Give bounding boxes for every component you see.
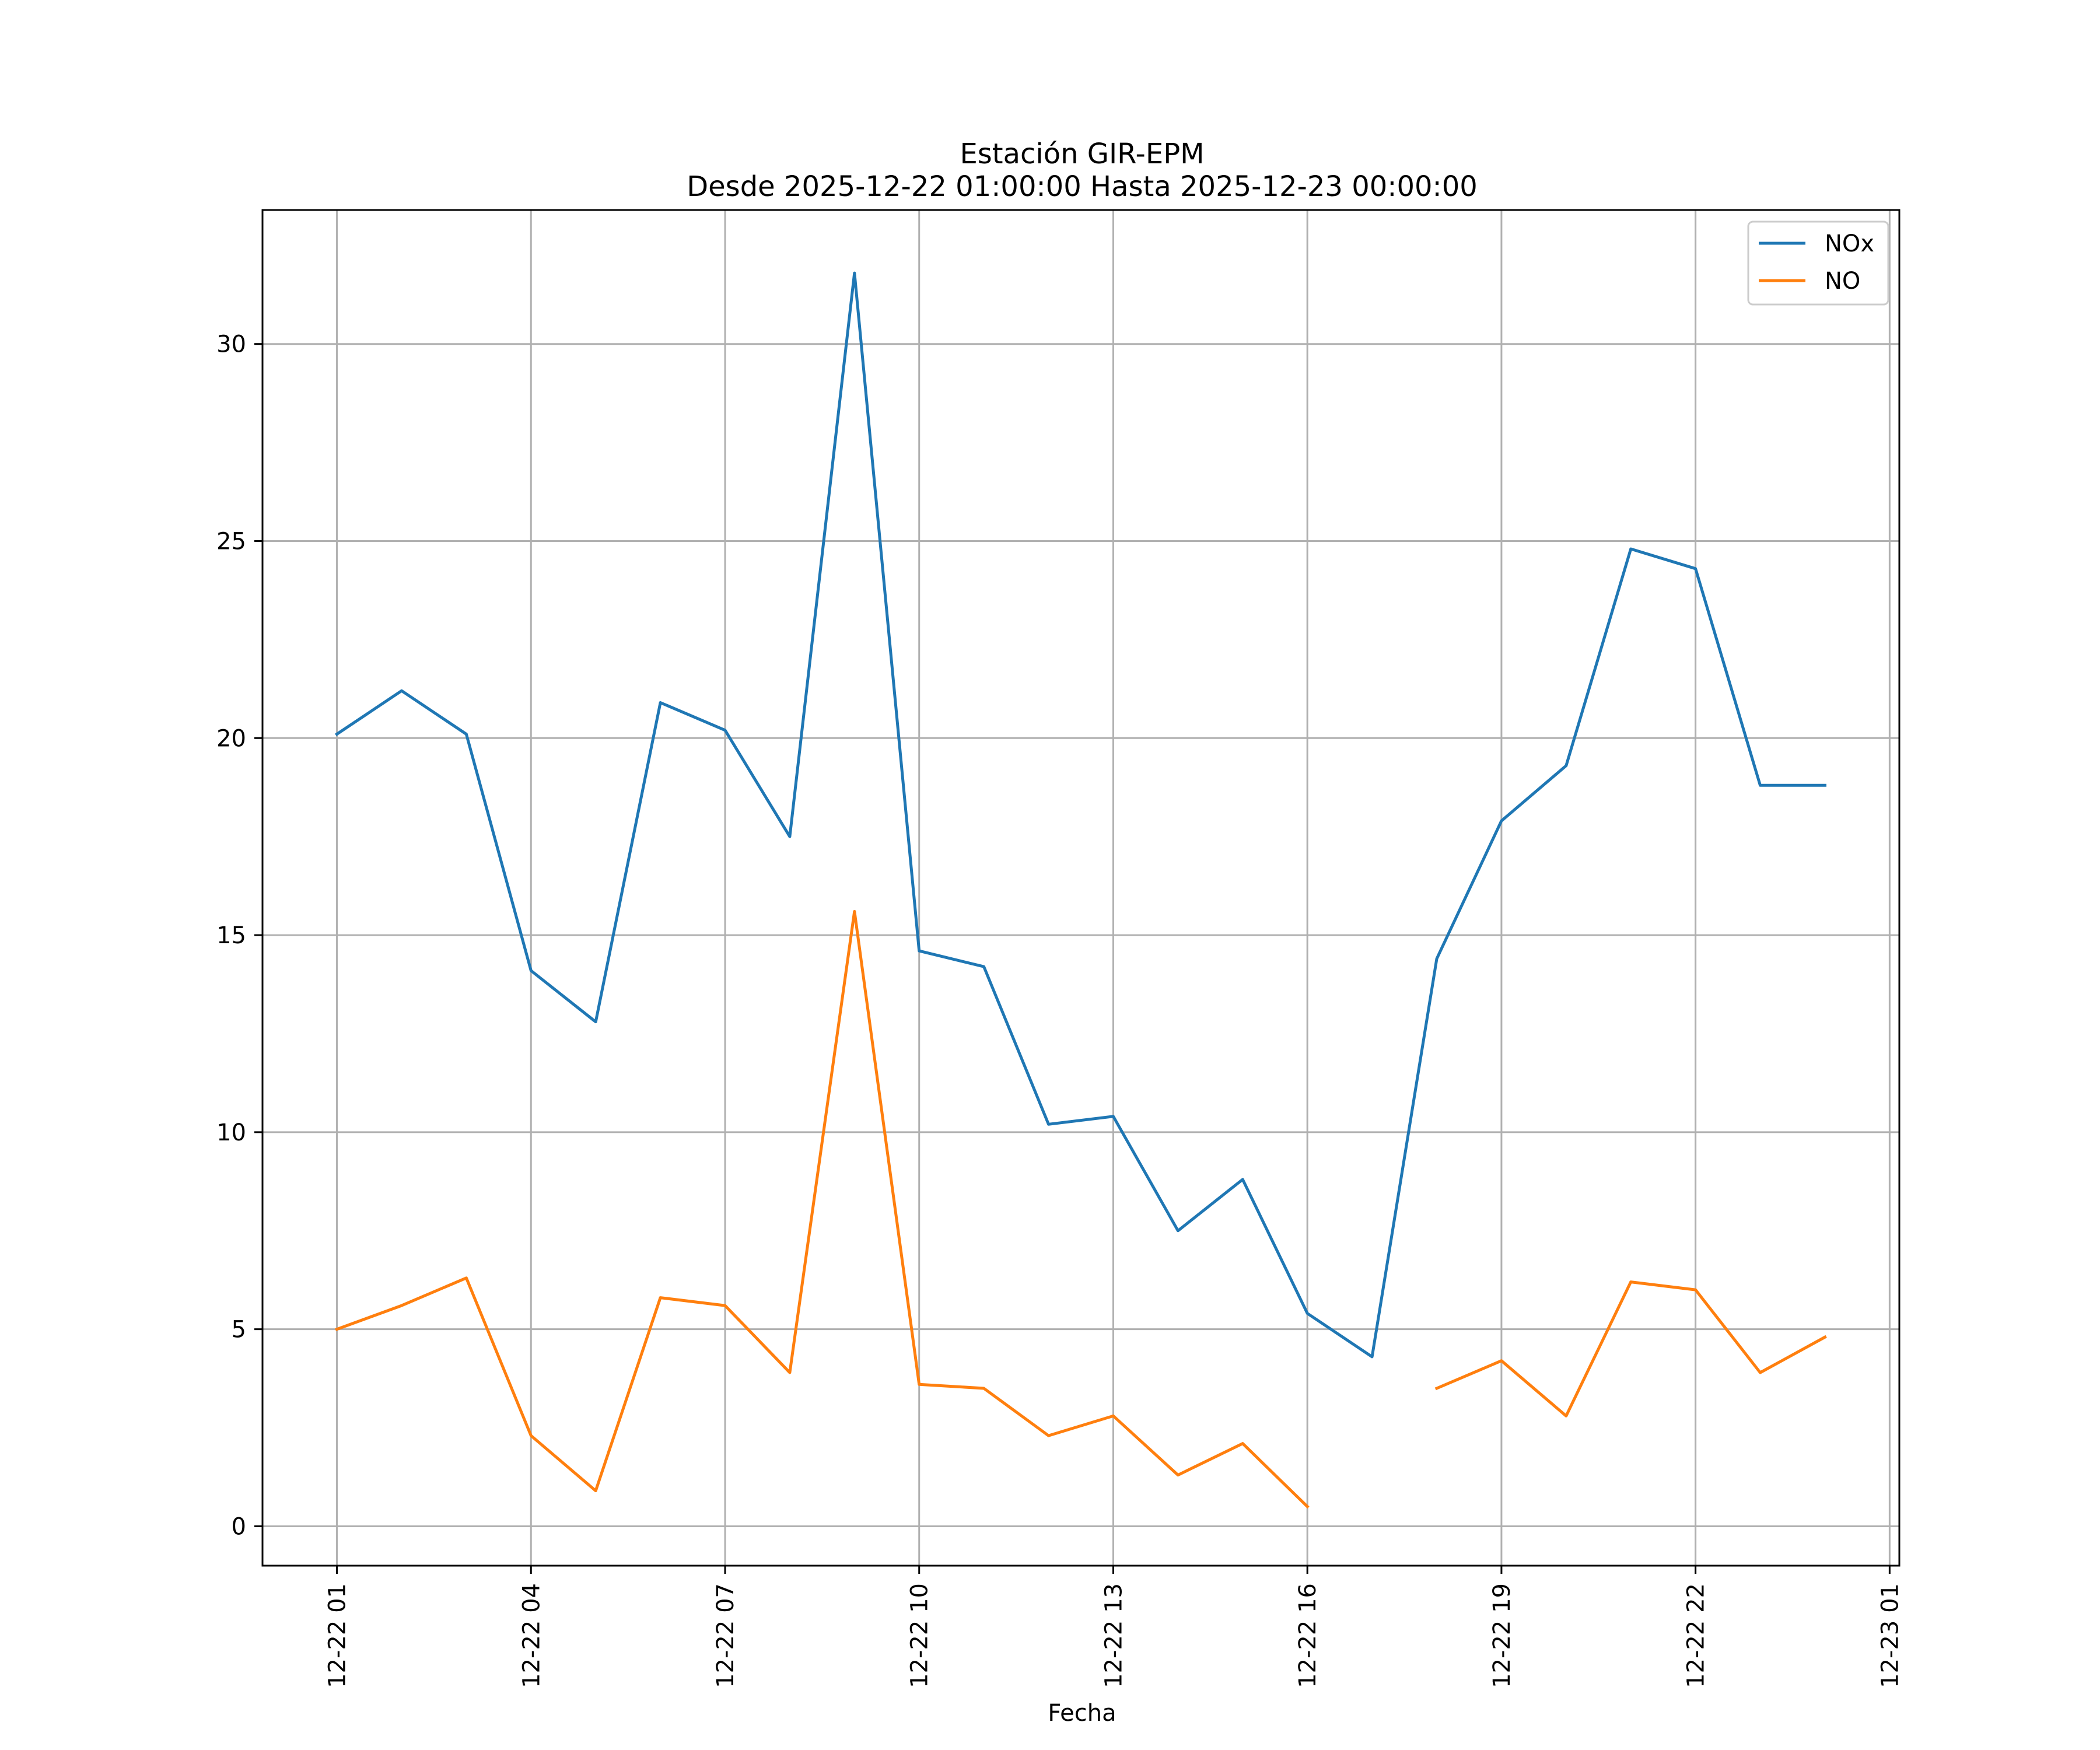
y-tick-label: 25: [216, 528, 246, 555]
legend-label-nox: NOx: [1825, 230, 1874, 257]
x-tick-label: 12-22 13: [1100, 1583, 1127, 1688]
y-tick-label: 0: [232, 1513, 246, 1540]
y-tick-label: 20: [216, 725, 246, 752]
plot-series: [335, 271, 1827, 1509]
y-tick-label: 10: [216, 1119, 246, 1146]
chart-title-line1: Estación GIR-EPM: [960, 138, 1204, 170]
grid-lines: [262, 210, 1899, 1566]
y-tick-label: 15: [216, 922, 246, 949]
series-line-nox: [335, 271, 1826, 1359]
y-tick-label: 30: [216, 331, 246, 358]
x-tick-label: 12-22 07: [712, 1583, 739, 1688]
x-tick-label: 12-22 19: [1489, 1583, 1516, 1688]
x-tick-label: 12-23 01: [1877, 1583, 1903, 1688]
plot-frame: [261, 209, 1901, 1567]
x-tick-label: 12-22 10: [907, 1583, 933, 1688]
legend-label-no: NO: [1825, 268, 1860, 295]
axis-ticks: 12-22 01 12-22 04 12-22 07 12-22 10 12-22 13…: [216, 331, 1903, 1688]
x-axis-label: Fecha: [1048, 1700, 1116, 1727]
series-line-no: [335, 910, 1827, 1509]
x-tick-label: 12-22 01: [324, 1583, 351, 1688]
x-tick-label: 12-22 04: [518, 1583, 545, 1688]
y-tick-label: 5: [232, 1317, 246, 1343]
x-tick-label: 12-22 16: [1294, 1583, 1321, 1688]
chart-title-line2: Desde 2025-12-22 01:00:00 Hasta 2025-12-…: [687, 170, 1478, 203]
legend: NOx NO: [1747, 220, 1889, 306]
x-tick-label: 12-22 22: [1683, 1583, 1710, 1688]
